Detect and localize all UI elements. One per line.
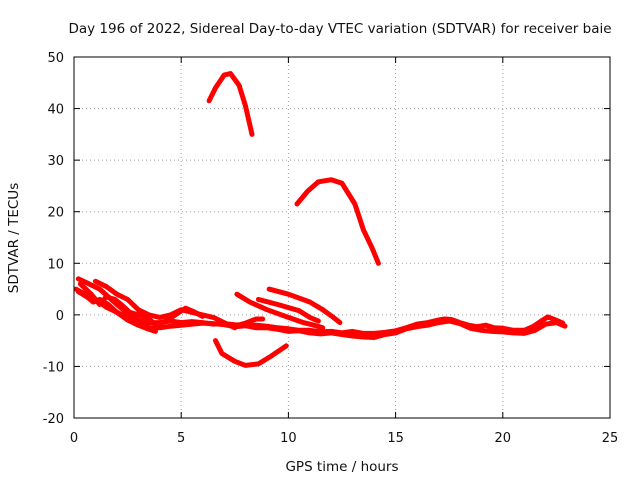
y-tick-label: 40 [47, 103, 64, 118]
y-tick-label: 10 [47, 257, 64, 272]
series-band-f [153, 305, 206, 328]
x-tick-label: 5 [177, 431, 185, 446]
y-tick-label: -20 [43, 412, 64, 427]
plot-frame [73, 56, 611, 419]
series-band-i [266, 286, 343, 326]
x-axis-label: GPS time / hours [285, 459, 398, 475]
y-tick-label: 20 [47, 206, 64, 221]
x-tick-label: 10 [280, 431, 297, 446]
tick-labels: 0 5 10 15 20 25 -20 -10 0 10 20 30 40 50 [43, 51, 619, 446]
x-tick-label: 25 [602, 431, 619, 446]
series-band-b [73, 286, 568, 340]
y-tick-label: 50 [47, 51, 64, 66]
data-series-group [73, 71, 568, 368]
x-tick-label: 15 [387, 431, 404, 446]
y-tick-label: 30 [47, 154, 64, 169]
series-band-d [75, 289, 158, 334]
series-arc-peak-47 [206, 71, 255, 137]
series-band-e [92, 278, 238, 331]
series-band-j [255, 296, 321, 324]
chart-title: Day 196 of 2022, Sidereal Day-to-day VTE… [68, 21, 611, 37]
x-tick-label: 0 [70, 431, 78, 446]
grid-lines [74, 57, 610, 418]
series-band-g [232, 316, 266, 329]
y-axis-label: SDTVAR / TECUs [6, 183, 22, 293]
x-tick-label: 20 [495, 431, 512, 446]
axis-ticks [73, 56, 611, 419]
series-arc-peak-26 [294, 177, 381, 266]
y-tick-label: -10 [43, 360, 64, 375]
series-band-h [234, 291, 326, 331]
y-tick-label: 0 [56, 309, 64, 324]
series-arc-dip [213, 338, 289, 368]
